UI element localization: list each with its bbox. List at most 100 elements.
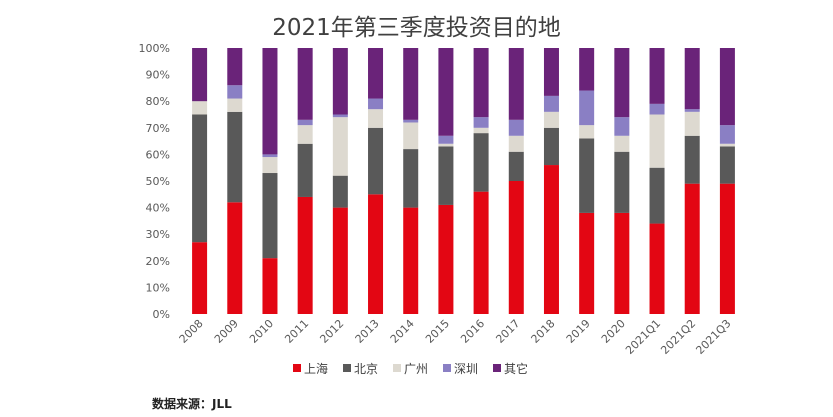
bar-segment-2-2012	[332, 117, 348, 176]
x-tick-label: 2021Q3	[693, 317, 733, 357]
bar-segment-3-2021Q1	[649, 103, 665, 115]
bar-segment-0-2017	[508, 181, 524, 314]
legend-label: 上海	[304, 361, 328, 376]
bar-segment-2-2020	[614, 135, 630, 152]
legend-swatch-2	[393, 364, 401, 372]
bar-segment-4-2011	[297, 48, 313, 120]
bar-segment-3-2014	[403, 119, 419, 123]
x-tick-label: 2010	[247, 317, 276, 346]
bar-segment-0-2010	[262, 258, 278, 314]
bar-segment-3-2009	[227, 85, 243, 99]
x-tick-label: 2019	[564, 317, 593, 346]
bar-segment-3-2018	[543, 95, 559, 112]
bar-segment-1-2009	[227, 111, 243, 203]
bar-segment-0-2021Q2	[684, 183, 700, 314]
y-tick-label: 60%	[146, 148, 170, 161]
bar-segment-4-2021Q1	[649, 48, 665, 104]
bar-segment-1-2013	[368, 127, 384, 195]
bar-segment-1-2021Q2	[684, 135, 700, 184]
x-tick-label: 2013	[353, 317, 382, 346]
bar-segment-2-2015	[438, 143, 454, 147]
bar-segment-2-2016	[473, 127, 489, 134]
source-note: 数据来源：JLL	[152, 397, 232, 411]
bar-segment-4-2008	[192, 48, 208, 102]
bar-segment-0-2014	[403, 207, 419, 314]
bar-segment-1-2016	[473, 133, 489, 192]
bar-segment-3-2010	[262, 154, 278, 158]
bar-segment-2-2019	[579, 125, 595, 139]
bar-segment-0-2009	[227, 202, 243, 314]
bar-segment-4-2019	[579, 48, 595, 91]
bar-segment-3-2017	[508, 119, 524, 136]
legend-label: 深圳	[454, 362, 478, 376]
x-tick-label: 2009	[212, 317, 241, 346]
bar-segment-3-2012	[332, 114, 348, 118]
bar-segment-0-2012	[332, 207, 348, 314]
bar-segment-0-2015	[438, 204, 454, 314]
x-tick-label: 2015	[423, 317, 452, 346]
legend-swatch-4	[493, 364, 501, 372]
y-tick-label: 100%	[139, 42, 170, 55]
legend-label: 其它	[504, 361, 528, 376]
bar-segment-3-2015	[438, 135, 454, 144]
x-tick-label: 2014	[388, 317, 417, 346]
bar-segment-2-2021Q2	[684, 111, 700, 136]
bar-segment-0-2016	[473, 191, 489, 314]
bar-segment-1-2019	[579, 138, 595, 213]
bar-segment-4-2012	[332, 48, 348, 115]
bar-segment-2-2008	[192, 101, 208, 115]
bar-segment-3-2013	[368, 98, 384, 110]
x-tick-label: 2021Q1	[623, 317, 663, 357]
bar-segment-3-2021Q2	[684, 109, 700, 112]
bar-segment-2-2021Q1	[649, 114, 665, 168]
bar-segment-4-2010	[262, 48, 278, 155]
bar-segment-3-2020	[614, 117, 630, 136]
y-tick-label: 80%	[146, 95, 170, 108]
legend-swatch-1	[343, 364, 351, 372]
bar-segment-2-2017	[508, 135, 524, 152]
bar-segment-2-2018	[543, 111, 559, 128]
x-tick-label: 2020	[599, 317, 628, 346]
legend-label: 北京	[354, 362, 378, 376]
chart-title: 2021年第三季度投资目的地	[272, 15, 561, 41]
y-tick-label: 10%	[146, 281, 170, 294]
x-axis-ticks: 2008 2009 2010 2011 2012 2013 2014 2015 2016 2017…	[177, 317, 734, 357]
legend-swatch-0	[293, 364, 301, 372]
y-tick-label: 0%	[153, 308, 170, 321]
y-tick-label: 50%	[146, 175, 170, 188]
x-tick-label: 2016	[458, 317, 487, 346]
bar-segment-2-2021Q3	[719, 143, 735, 147]
bar-segment-0-2021Q1	[649, 223, 665, 314]
bar-segment-1-2021Q1	[649, 167, 665, 224]
bar-segment-2-2011	[297, 125, 313, 144]
x-tick-label: 2008	[177, 317, 206, 346]
bar-segment-4-2014	[403, 48, 419, 120]
bar-segment-0-2020	[614, 212, 630, 314]
bar-segment-0-2018	[543, 165, 559, 314]
bar-segment-1-2010	[262, 173, 278, 259]
bar-segment-4-2021Q3	[719, 48, 735, 126]
bar-segment-1-2008	[192, 114, 208, 243]
x-tick-label: 2017	[493, 317, 522, 346]
x-tick-label: 2012	[317, 317, 346, 346]
bar-segment-1-2020	[614, 151, 630, 213]
bar-segment-3-2011	[297, 119, 313, 126]
bar-segment-4-2015	[438, 48, 454, 136]
x-tick-label: 2011	[282, 317, 311, 346]
bars-group	[192, 48, 735, 314]
bar-segment-0-2013	[368, 194, 384, 314]
bar-segment-4-2013	[368, 48, 384, 99]
y-tick-label: 70%	[146, 122, 170, 135]
bar-segment-3-2021Q3	[719, 125, 735, 144]
bar-segment-4-2020	[614, 48, 630, 118]
bar-segment-0-2019	[579, 212, 595, 314]
bar-segment-3-2016	[473, 117, 489, 128]
bar-segment-0-2021Q3	[719, 183, 735, 314]
bar-segment-4-2009	[227, 48, 243, 86]
bar-segment-0-2008	[192, 242, 208, 314]
bar-segment-2-2009	[227, 98, 243, 112]
legend: 上海 北京 广州 深圳 其它	[293, 361, 528, 376]
y-tick-label: 30%	[146, 228, 170, 241]
x-tick-label: 2018	[529, 317, 558, 346]
